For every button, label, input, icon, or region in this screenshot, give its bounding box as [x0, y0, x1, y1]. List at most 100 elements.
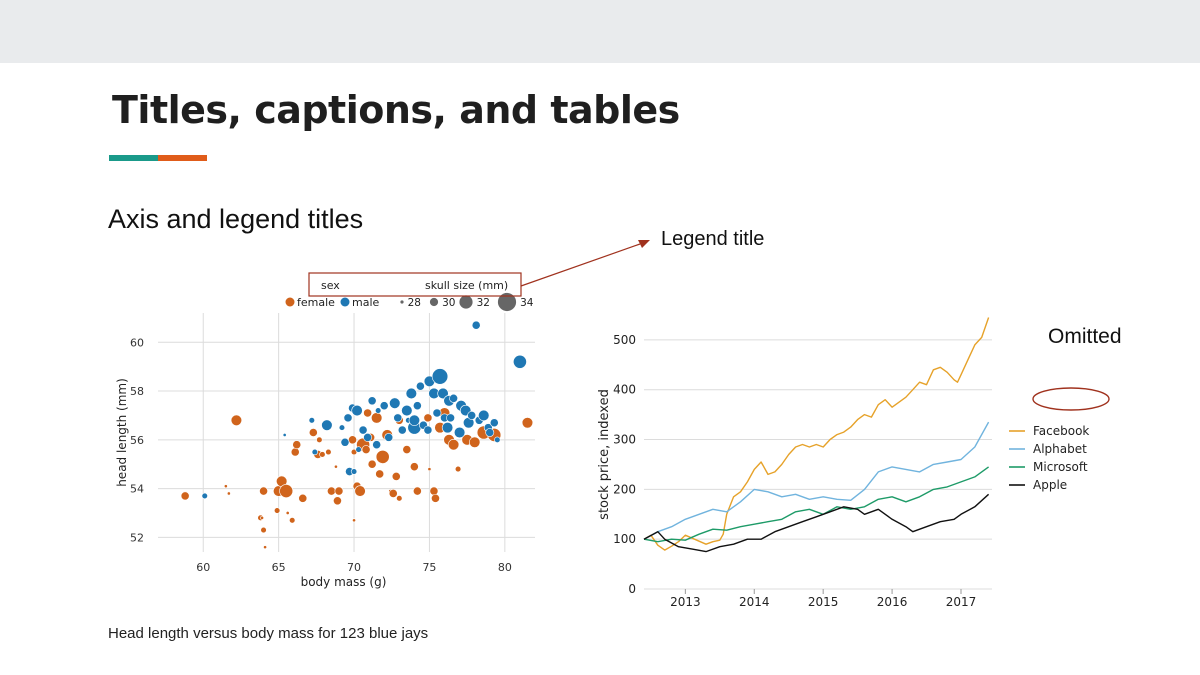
accent-teal — [109, 155, 158, 161]
scatter-point-female — [367, 459, 377, 469]
scatter-point-female — [469, 436, 481, 448]
legend-size-swatch — [497, 292, 517, 312]
scatter-point-male — [485, 428, 495, 437]
scatter-point-male — [372, 440, 382, 450]
legend-size-title: skull size (mm) — [425, 279, 508, 292]
scatter-point-male — [449, 393, 458, 403]
scatter-point-male — [363, 432, 373, 442]
scatter-point-female — [375, 469, 385, 479]
legend-title-arrow-line — [520, 243, 641, 287]
scatter-point-female — [285, 511, 290, 515]
line-y-tick-label: 300 — [613, 433, 636, 447]
omitted-title-ellipse — [1032, 387, 1110, 411]
scatter-point-female — [319, 451, 326, 458]
title-accent-bar — [109, 155, 207, 161]
legend-swatch-male — [340, 297, 350, 307]
scatter-point-female — [388, 489, 398, 498]
legend-size-swatch — [429, 297, 439, 307]
scatter-point-female — [363, 408, 373, 418]
scatter-x-tick-label: 65 — [272, 561, 286, 574]
scatter-point-male — [338, 424, 346, 431]
line-legend-label-apple: Apple — [1033, 478, 1067, 492]
scatter-point-male — [397, 425, 407, 435]
accent-orange — [158, 155, 207, 161]
scatter-point-male — [437, 387, 449, 400]
scatter-x-tick-label: 60 — [196, 561, 210, 574]
scatter-point-female — [260, 526, 267, 534]
legend-title-annotation: Legend title — [661, 228, 765, 250]
scatter-point-male — [375, 407, 382, 414]
scatter-x-axis-title: body mass (g) — [301, 575, 387, 589]
scatter-point-male — [405, 387, 417, 400]
scatter-point-male — [401, 404, 413, 417]
scatter-x-tick-label: 75 — [422, 561, 436, 574]
scatter-y-tick-label: 56 — [130, 434, 144, 447]
scatter-point-female — [334, 464, 338, 469]
scatter-point-male — [351, 404, 363, 417]
scatter-points — [180, 320, 534, 550]
scatter-y-tick-label: 52 — [130, 531, 144, 544]
scatter-point-male — [494, 436, 501, 443]
scatter-point-female — [423, 413, 433, 423]
scatter-point-female — [402, 445, 412, 454]
scatter-point-female — [412, 486, 422, 496]
line-y-tick-label: 200 — [613, 482, 636, 496]
omitted-annotation: Omitted — [1048, 325, 1122, 348]
scatter-point-female — [223, 484, 228, 489]
scatter-point-female — [308, 428, 318, 437]
legend-label-male: male — [352, 296, 380, 309]
scatter-point-male — [358, 425, 368, 435]
scatter-y-tick-label: 60 — [130, 336, 144, 349]
scatter-point-male — [355, 446, 362, 453]
scatter-point-male — [431, 368, 449, 385]
scatter-point-male — [471, 320, 481, 330]
scatter-point-female — [431, 493, 440, 503]
scatter-legend: sex skull size (mm) female male 28 30 32 34 — [285, 279, 534, 312]
scatter-point-female — [273, 507, 281, 514]
scatter-point-male — [412, 401, 422, 411]
scatter-y-axis-title: head length (mm) — [115, 378, 129, 487]
scatter-point-male — [393, 413, 403, 423]
line-y-axis-title: stock price, indexed — [597, 389, 612, 520]
scatter-point-male — [513, 354, 527, 369]
scatter-point-female — [230, 414, 243, 426]
scatter-point-female — [279, 484, 294, 498]
scatter-point-female — [316, 436, 323, 443]
scatter-point-male — [343, 413, 353, 423]
line-series-group — [643, 317, 990, 553]
legend-size-label: 30 — [442, 297, 455, 309]
scatter-point-male — [389, 397, 401, 409]
scatter-point-female — [260, 515, 264, 520]
scatter-point-male — [432, 408, 442, 418]
scatter-point-male — [489, 418, 499, 428]
line-legend-label-facebook: Facebook — [1033, 424, 1089, 438]
scatter-point-male — [321, 419, 333, 431]
line-legend-label-alphabet: Alphabet — [1033, 442, 1087, 456]
scatter-point-female — [333, 496, 342, 506]
scatter-point-male — [311, 448, 318, 456]
scatter-y-tick-label: 58 — [130, 385, 144, 398]
line-x-tick-label: 2017 — [946, 595, 977, 609]
scatter-point-female — [289, 517, 296, 524]
scatter-point-female — [447, 439, 460, 451]
scatter-point-male — [441, 421, 454, 434]
line-series-apple — [643, 493, 990, 553]
line-series-facebook — [643, 317, 990, 551]
scatter-point-male — [408, 414, 421, 426]
line-y-tick-label: 500 — [613, 333, 636, 347]
scatter-point-female — [298, 493, 308, 503]
line-y-tick-label: 100 — [613, 532, 636, 546]
scatter-point-male — [282, 433, 287, 437]
line-x-tick-label: 2014 — [739, 595, 770, 609]
scatter-point-female — [352, 518, 356, 523]
line-legend-label-microsoft: Microsoft — [1033, 460, 1088, 474]
line-x-tick-label: 2015 — [808, 595, 839, 609]
scatter-point-male — [384, 432, 394, 442]
slide-header-band — [0, 0, 1200, 63]
line-y-tick-label: 0 — [628, 582, 636, 596]
scatter-point-female — [263, 545, 267, 550]
scatter-x-tick-label: 80 — [498, 561, 512, 574]
line-series-alphabet — [643, 421, 990, 540]
scatter-point-male — [201, 492, 208, 500]
